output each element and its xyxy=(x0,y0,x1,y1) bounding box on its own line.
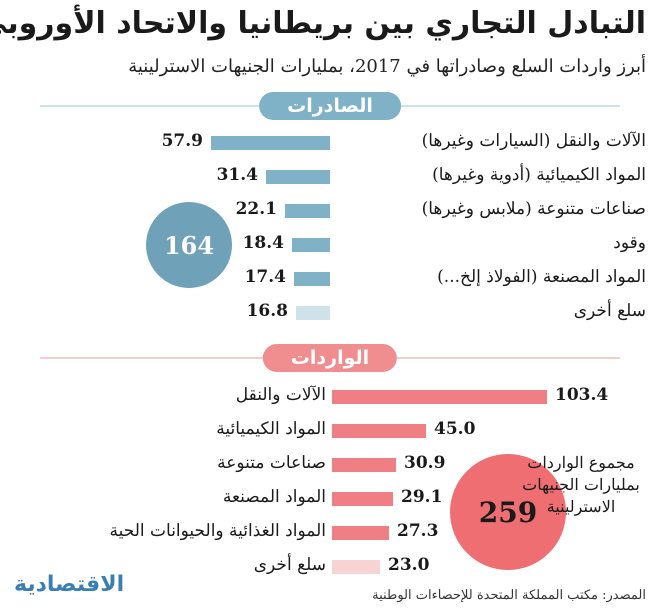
exports-bar xyxy=(294,272,330,286)
exports-total-circle: 164 xyxy=(146,202,232,288)
exports-row: سلع أخرى 16.8 xyxy=(0,298,660,328)
publisher-logo: الاقتصادية xyxy=(14,572,125,597)
imports-category-label: المواد المصنعة xyxy=(222,487,326,507)
exports-value-label: 16.8 xyxy=(246,301,288,321)
exports-value-label: 17.4 xyxy=(244,267,286,287)
exports-value-label: 57.9 xyxy=(161,131,203,151)
imports-row: الآلات والنقل 103.4 xyxy=(0,382,660,412)
exports-row: المواد المصنعة (الفولاذ إلخ...) 17.4 xyxy=(0,264,660,294)
exports-category-label: صناعات متنوعة (ملابس وغيرها) xyxy=(421,199,646,219)
imports-section-header: الواردات xyxy=(0,344,660,372)
imports-category-label: صناعات متنوعة xyxy=(217,453,326,473)
exports-category-label: سلع أخرى xyxy=(573,301,646,321)
imports-category-label: سلع أخرى xyxy=(253,555,326,575)
exports-category-label: المواد الكيميائية (أدوية وغيرها) xyxy=(432,165,646,185)
imports-total-label: مجموع الواردات بمليارات الجنيهات الاسترل… xyxy=(522,453,640,516)
exports-category-label: المواد المصنعة (الفولاذ إلخ...) xyxy=(437,267,646,287)
imports-bar xyxy=(332,424,426,438)
imports-bar xyxy=(332,526,389,540)
exports-category-label: وقود xyxy=(613,233,646,253)
imports-category-label: المواد الغذائية والحيوانات الحية xyxy=(109,521,326,541)
imports-category-label: الآلات والنقل xyxy=(235,385,326,405)
exports-value-label: 22.1 xyxy=(235,199,277,219)
imports-row: صناعات متنوعة 30.9 xyxy=(0,450,660,480)
imports-row: المواد الكيميائية 45.0 xyxy=(0,416,660,446)
exports-bar xyxy=(285,204,330,218)
exports-value-label: 31.4 xyxy=(216,165,258,185)
exports-row: صناعات متنوعة (ملابس وغيرها) 22.1 xyxy=(0,196,660,226)
imports-bar xyxy=(332,492,393,506)
imports-bar xyxy=(332,560,380,574)
imports-value-label: 27.3 xyxy=(397,521,439,541)
exports-bar xyxy=(266,170,330,184)
exports-row: المواد الكيميائية (أدوية وغيرها) 31.4 xyxy=(0,162,660,192)
imports-row: المواد المصنعة 29.1 xyxy=(0,484,660,514)
imports-value-label: 45.0 xyxy=(434,419,476,439)
exports-row: الآلات والنقل (السيارات وغيرها) 57.9 xyxy=(0,128,660,158)
imports-value-label: 30.9 xyxy=(404,453,446,473)
imports-row: سلع أخرى 23.0 xyxy=(0,552,660,582)
exports-section-header: الصادرات xyxy=(0,92,660,120)
imports-title: الواردات xyxy=(262,344,398,372)
imports-total-circle: 259 xyxy=(450,454,566,570)
imports-value-label: 29.1 xyxy=(401,487,443,507)
imports-value-label: 103.4 xyxy=(555,385,609,405)
imports-value-label: 23.0 xyxy=(388,555,430,575)
exports-bar xyxy=(211,136,330,150)
imports-bar xyxy=(332,458,396,472)
page-title: التبادل التجاري بين بريطانيا والاتحاد ال… xyxy=(0,6,646,41)
exports-bar xyxy=(292,238,330,252)
imports-bar xyxy=(332,390,547,404)
imports-row: المواد الغذائية والحيوانات الحية 27.3 xyxy=(0,518,660,548)
exports-category-label: الآلات والنقل (السيارات وغيرها) xyxy=(421,131,646,151)
page-subtitle: أبرز واردات السلع وصادراتها في 2017، بمل… xyxy=(128,56,646,77)
imports-category-label: المواد الكيميائية xyxy=(216,419,326,439)
exports-value-label: 18.4 xyxy=(242,233,284,253)
exports-row: وقود 18.4 xyxy=(0,230,660,260)
exports-title: الصادرات xyxy=(259,92,401,120)
exports-bar xyxy=(296,306,330,320)
source-note: المصدر: مكتب المملكة المتحدة للإحصاءات ا… xyxy=(372,588,646,603)
